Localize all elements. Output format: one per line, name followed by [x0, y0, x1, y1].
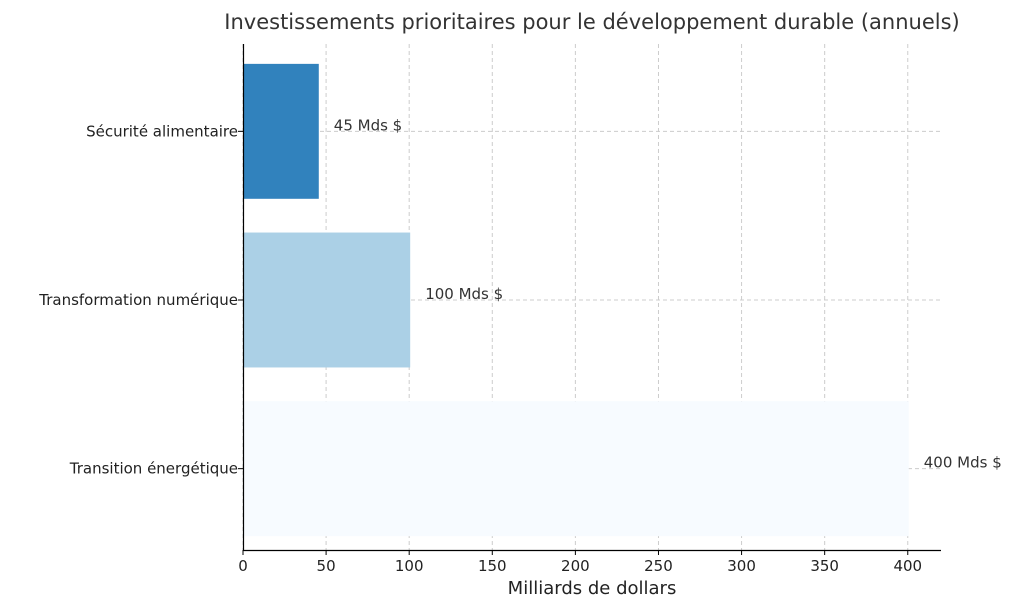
- x-tick-label: 100: [395, 557, 424, 575]
- x-tick-label: 350: [810, 557, 839, 575]
- data-label: 400 Mds $: [924, 454, 1002, 472]
- x-tick-label: 400: [893, 557, 922, 575]
- x-tick-label: 150: [478, 557, 507, 575]
- data-label: 45 Mds $: [334, 116, 402, 134]
- x-tick-label: 50: [317, 557, 336, 575]
- x-tick-label: 0: [238, 557, 248, 575]
- bar: [244, 401, 909, 537]
- category-label: Transition énergétique: [69, 460, 238, 478]
- bars: [244, 63, 909, 537]
- bar: [244, 63, 319, 199]
- x-tick-label: 200: [561, 557, 590, 575]
- x-tick-label: 300: [727, 557, 756, 575]
- x-ticks: 0 50 100 150 200 250 300 350 400: [238, 550, 922, 575]
- data-labels: 45 Mds $ 100 Mds $ 400 Mds $: [334, 116, 1002, 471]
- data-label: 100 Mds $: [425, 285, 503, 303]
- category-label: Transformation numérique: [38, 291, 238, 309]
- category-label: Sécurité alimentaire: [86, 122, 238, 140]
- bar: [244, 232, 411, 368]
- x-tick-label: 250: [644, 557, 673, 575]
- x-axis-label: Milliards de dollars: [508, 578, 677, 599]
- chart-title: Investissements prioritaires pour le dév…: [224, 10, 959, 34]
- category-labels: Sécurité alimentaire Transformation numér…: [38, 122, 243, 478]
